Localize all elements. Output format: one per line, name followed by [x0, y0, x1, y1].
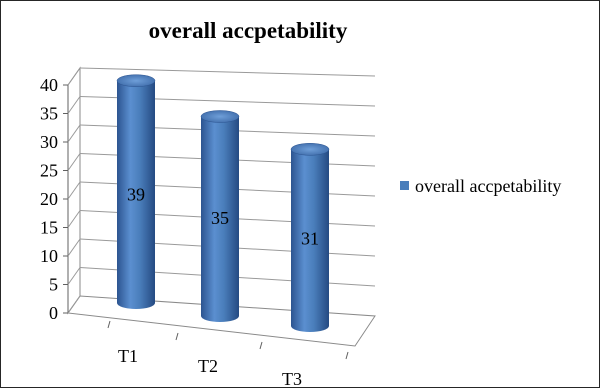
chart-title: overall accpetability: [149, 18, 348, 43]
category-labels: T1 T2 T3: [107, 320, 349, 389]
gridline-side: [67, 267, 81, 285]
y-tick-label: 40: [40, 75, 58, 95]
y-tick-label: 30: [40, 132, 58, 152]
category-label: T3: [282, 369, 302, 389]
y-tick-label: 5: [49, 275, 58, 295]
gridline-side: [67, 67, 81, 86]
legend-label: overall accpetability: [415, 176, 561, 196]
legend-swatch: [400, 181, 409, 190]
data-label: 39: [127, 185, 145, 205]
bar-top: [290, 143, 330, 156]
bar-cylinder: [290, 143, 330, 332]
legend: overall accpetability: [400, 176, 561, 196]
y-tick-labels: 0 5 10 15 20 25 30 35 40: [40, 75, 58, 323]
y-tick-label: 0: [49, 303, 58, 323]
gridline-side: [67, 210, 81, 228]
bar-cylinder: [116, 74, 156, 309]
bar-body: [201, 116, 239, 322]
data-label: 31: [301, 229, 319, 249]
gridline-side: [67, 96, 81, 114]
bar-body: [117, 80, 155, 309]
bar-top: [200, 110, 240, 123]
y-tick-label: 20: [40, 189, 58, 209]
y-tick-label: 10: [40, 246, 58, 266]
x-tick-mark: [345, 351, 349, 360]
bar-cylinder: [200, 110, 240, 322]
category-label: T1: [118, 346, 138, 366]
y-tick-label: 25: [40, 161, 58, 181]
gridline-side: [67, 238, 81, 257]
gridline-side: [67, 153, 81, 171]
gridline: [79, 67, 376, 77]
x-tick-mark: [107, 320, 111, 329]
gridline-side: [67, 124, 81, 143]
gridline-side: [67, 181, 81, 200]
category-label: T2: [198, 356, 218, 376]
gridline-side: [67, 295, 81, 314]
y-tick-label: 15: [40, 218, 58, 238]
data-label: 35: [211, 208, 229, 228]
bars: [116, 74, 330, 332]
x-tick-mark: [175, 332, 179, 341]
bar-top: [116, 74, 156, 87]
y-tick-label: 35: [40, 104, 58, 124]
data-labels: 39 35 31: [127, 185, 319, 249]
bar-body: [291, 149, 329, 332]
x-tick-mark: [259, 341, 263, 350]
